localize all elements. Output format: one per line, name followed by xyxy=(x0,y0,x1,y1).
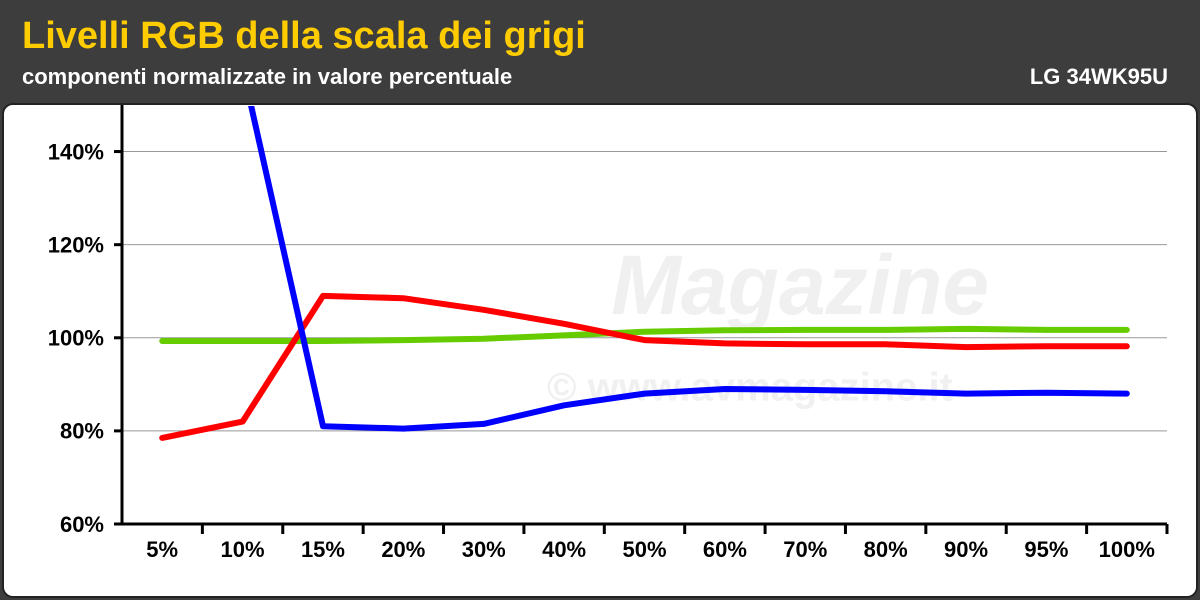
x-tick-label: 30% xyxy=(462,537,506,562)
x-tick-label: 95% xyxy=(1024,537,1068,562)
plot-panel xyxy=(2,103,1198,598)
x-tick-label: 90% xyxy=(944,537,988,562)
series-lines xyxy=(159,106,1130,441)
chart-subtitle: componenti normalizzate in valore percen… xyxy=(22,64,512,89)
y-tick-label: 140% xyxy=(48,139,104,164)
x-tick-label: 80% xyxy=(864,537,908,562)
x-tick-label: 50% xyxy=(622,537,666,562)
watermark: Magazine xyxy=(611,238,989,332)
y-tick-label: 60% xyxy=(60,512,104,537)
y-tick-label: 100% xyxy=(48,326,104,351)
series-line xyxy=(159,325,1130,344)
x-tick-label: 100% xyxy=(1099,537,1155,562)
x-tick-label: 10% xyxy=(221,537,265,562)
series-line xyxy=(159,292,1130,441)
x-tick-label: 60% xyxy=(703,537,747,562)
y-tick-label: 80% xyxy=(60,419,104,444)
x-tick-label: 15% xyxy=(301,537,345,562)
x-tick-label: 70% xyxy=(783,537,827,562)
x-tick-label: 40% xyxy=(542,537,586,562)
axes: 60% 80% 100% 120% 140% 5% 10% 15% 20% 30% 40% 50% 60… xyxy=(48,105,1169,562)
model-label: LG 34WK95U xyxy=(1030,64,1168,89)
series-line xyxy=(248,106,1130,432)
y-tick-label: 120% xyxy=(48,232,104,257)
x-tick-label: 20% xyxy=(381,537,425,562)
x-tick-label: 5% xyxy=(146,537,178,562)
chart-title: Livelli RGB della scala dei grigi xyxy=(22,15,586,57)
